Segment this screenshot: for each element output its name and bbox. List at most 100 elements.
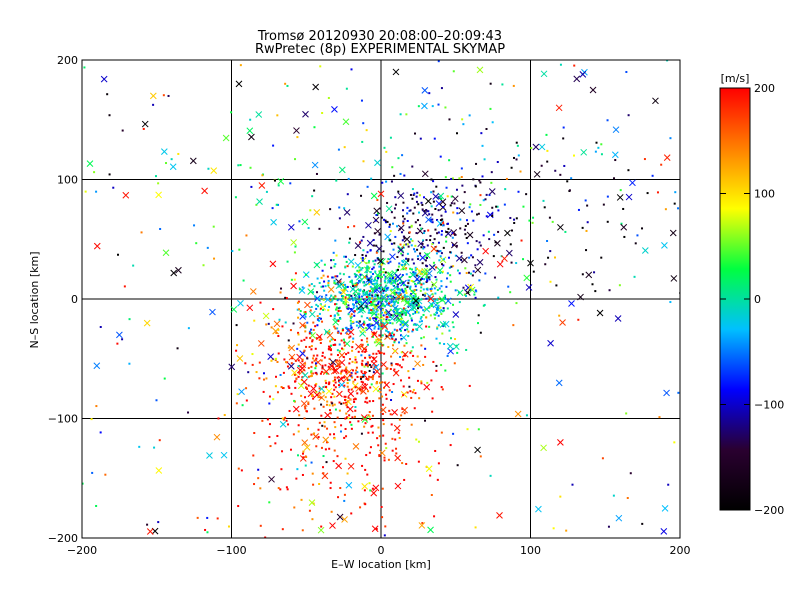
data-point <box>443 298 446 301</box>
data-point <box>389 260 392 263</box>
data-point <box>318 421 321 424</box>
data-point <box>314 325 317 328</box>
data-point <box>321 269 324 272</box>
data-point <box>446 277 449 280</box>
data-point <box>308 284 311 287</box>
data-point <box>415 274 418 277</box>
data-point-cross <box>343 209 351 216</box>
data-point <box>497 296 500 299</box>
data-point-cross <box>170 269 178 277</box>
data-point <box>457 291 460 294</box>
data-point <box>365 275 368 278</box>
data-point <box>510 166 513 169</box>
data-point <box>323 356 326 359</box>
data-point-cross <box>308 499 316 507</box>
data-point <box>393 207 396 210</box>
data-point-cross <box>273 320 281 328</box>
data-point <box>328 404 331 407</box>
data-point <box>341 295 344 298</box>
data-point <box>497 209 500 212</box>
data-point <box>337 360 340 363</box>
data-point <box>391 322 394 325</box>
data-point <box>472 270 475 273</box>
data-point <box>359 289 362 292</box>
data-point <box>491 121 494 124</box>
data-point <box>320 403 323 406</box>
data-point <box>345 435 348 438</box>
data-point <box>320 414 323 417</box>
data-point <box>316 324 319 327</box>
data-point <box>340 402 343 405</box>
data-point <box>390 281 393 284</box>
data-point <box>275 331 278 334</box>
data-point <box>362 373 365 376</box>
data-point <box>307 375 310 378</box>
data-point <box>468 206 471 209</box>
data-point-cross <box>392 68 400 76</box>
data-point <box>348 362 351 365</box>
data-point <box>284 416 287 419</box>
data-point <box>669 137 672 140</box>
data-point <box>335 303 338 306</box>
data-point <box>435 278 438 281</box>
data-point <box>441 220 444 223</box>
data-point <box>310 331 313 334</box>
data-point <box>368 375 371 378</box>
data-point <box>327 365 330 368</box>
data-point <box>398 291 401 294</box>
data-point-cross <box>317 526 325 534</box>
data-point <box>329 299 332 302</box>
data-point <box>479 194 482 197</box>
data-point-cross <box>393 307 401 315</box>
data-point <box>394 309 397 312</box>
data-point <box>325 441 328 444</box>
data-point <box>328 330 331 333</box>
data-point <box>384 277 387 280</box>
data-point <box>104 473 107 476</box>
data-point <box>279 373 282 376</box>
data-point <box>397 265 400 268</box>
data-point <box>433 313 436 316</box>
data-point <box>303 311 306 314</box>
data-point <box>387 331 390 334</box>
data-point <box>294 359 297 362</box>
data-point <box>429 239 432 242</box>
data-point <box>307 227 310 230</box>
data-point-cross <box>425 465 433 473</box>
y-tick-label: 100 <box>57 174 78 187</box>
data-point <box>413 407 416 410</box>
data-point <box>468 114 471 117</box>
data-point <box>435 364 438 367</box>
data-point <box>325 403 328 406</box>
data-point <box>532 270 535 273</box>
data-point-cross <box>361 383 369 391</box>
data-point <box>372 371 375 374</box>
data-point <box>237 467 240 470</box>
data-point <box>336 306 339 309</box>
data-point <box>633 275 636 278</box>
data-point <box>320 276 323 279</box>
data-point <box>419 252 422 255</box>
data-point <box>484 272 487 275</box>
data-point <box>584 199 587 202</box>
data-point <box>440 364 443 367</box>
data-point <box>359 241 362 244</box>
data-point <box>327 345 330 348</box>
data-point <box>371 289 374 292</box>
data-point <box>435 252 438 255</box>
data-point <box>405 462 408 465</box>
data-point <box>429 220 432 223</box>
data-point <box>439 255 442 258</box>
data-point <box>329 346 332 349</box>
data-point <box>336 299 339 302</box>
data-point <box>464 267 467 270</box>
data-point <box>463 228 466 231</box>
data-point <box>340 332 343 335</box>
data-point <box>485 193 488 196</box>
data-point <box>305 336 308 339</box>
data-point <box>392 314 395 317</box>
data-point <box>387 302 390 305</box>
data-point <box>426 278 429 281</box>
data-point <box>338 343 341 346</box>
data-point <box>462 201 465 204</box>
